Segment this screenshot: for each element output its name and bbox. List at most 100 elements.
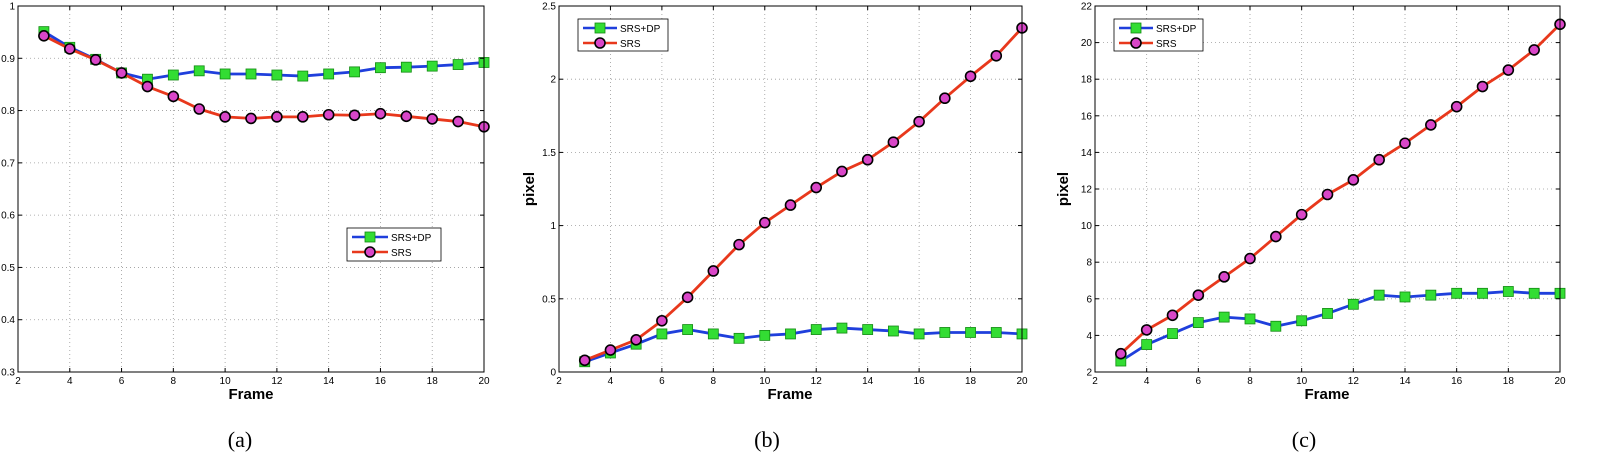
chart-a-legend: SRS+DP SRS	[346, 227, 442, 262]
chart-a-x-axis-title: Frame	[228, 386, 273, 403]
chart-c-y-tick-label: 4	[1086, 331, 1092, 342]
chart-a-y-tick-label: 0.5	[1, 263, 15, 274]
chart-c-x-tick-label: 14	[1399, 376, 1411, 387]
chart-b-x-tick-label: 6	[659, 376, 665, 387]
chart-a-point-srs	[167, 90, 180, 103]
chart-a-y-tick-label: 1	[9, 2, 15, 13]
chart-b-point-srs	[887, 136, 900, 148]
chart-a-series-line-srs-dp	[42, 30, 486, 81]
chart-a-y-tick-label: 0.8	[1, 106, 15, 117]
chart-c-point-srs-dp	[1347, 298, 1359, 310]
chart-c-legend-box	[1113, 18, 1204, 52]
chart-c-point-srs-dp	[1270, 320, 1282, 332]
chart-b-y-axis-title: pixel	[521, 172, 538, 206]
chart-a-point-srs	[219, 111, 231, 123]
chart-c-y-tick-label: 6	[1086, 294, 1092, 305]
chart-a-point-srs	[245, 112, 257, 125]
chart-a-x-tick-label: 14	[323, 376, 335, 387]
chart-b-point-srs	[810, 181, 823, 194]
chart-c-series-line-srs-dp	[1119, 290, 1562, 363]
chart-a-point-srs	[89, 54, 102, 66]
chart-c-point-srs	[1218, 271, 1230, 283]
chart-a-point-srs	[38, 30, 50, 42]
chart-c-y-tick-label: 20	[1081, 38, 1093, 49]
chart-b-point-srs	[681, 291, 694, 304]
chart-b-y-tick-label: 1	[550, 221, 556, 232]
chart-b-legend: SRS+DP SRS	[577, 18, 669, 52]
chart-b-point-srs-dp	[707, 328, 719, 340]
chart-b-point-srs	[836, 165, 848, 178]
chart-a-point-srs-dp	[452, 59, 464, 70]
chart-b-x-tick-label: 16	[914, 376, 926, 387]
chart-b-legend-label-srs-dp: SRS+DP	[620, 24, 661, 35]
chart-b-point-srs	[939, 92, 951, 105]
chart-c-legend-label-srs: SRS	[1156, 39, 1177, 50]
chart-a-y-tick-label: 0.3	[1, 368, 15, 379]
chart-c-point-srs	[1321, 188, 1334, 201]
chart-a-point-srs	[193, 103, 206, 115]
chart-a-y-tick-label: 0.6	[1, 211, 15, 222]
chart-b-point-srs	[990, 49, 1003, 62]
chart-a-point-srs-dp	[323, 68, 335, 80]
chart-c-point-srs-dp	[1244, 313, 1256, 325]
chart-a-point-srs-dp	[400, 61, 412, 73]
chart-a-point-srs	[322, 108, 335, 121]
chart-c-y-tick-label: 12	[1081, 185, 1093, 196]
chart-c-legend-marker-srs	[1130, 37, 1142, 49]
chart-a-x-tick-label: 10	[220, 376, 232, 387]
chart-c-y-tick-label: 10	[1081, 221, 1093, 232]
chart-b-point-srs	[861, 153, 874, 166]
chart-a-x-tick-label: 18	[427, 376, 439, 387]
chart-c-series-line-srs	[1119, 22, 1562, 356]
chart-b-ticks: 2 4 6 8 10 12 14 16 18 20 0 0.5 1 1.5 2 2.5	[542, 2, 1028, 388]
chart-a-point-srs-dp	[167, 69, 179, 81]
chart-a-legend-box	[346, 227, 442, 262]
chart-c-point-srs	[1295, 208, 1308, 221]
chart-b-y-tick-label: 1.5	[542, 148, 556, 159]
chart-b-point-srs-dp	[913, 328, 925, 340]
chart-c-y-tick-label: 16	[1081, 111, 1093, 122]
chart-a-legend-marker-srs-dp	[364, 231, 376, 243]
chart-c-legend-label-srs-dp: SRS+DP	[1156, 24, 1197, 35]
chart-b-point-srs	[630, 333, 642, 346]
chart-b-x-axis-title: Frame	[767, 386, 812, 403]
chart-panel-c: 2 4 6 8 10 12 14 16 18 20 2 4 6 8 10 12 14 16 18 20 22 Frame…	[1055, 2, 1566, 453]
chart-a-point-srs	[374, 107, 387, 120]
chart-a-series	[38, 26, 490, 133]
chart-c-point-srs-dp	[1528, 287, 1540, 299]
chart-b-point-srs	[784, 199, 797, 211]
chart-c-x-tick-label: 4	[1144, 376, 1150, 387]
chart-c-point-srs-dp	[1192, 317, 1204, 328]
chart-b-point-srs	[758, 216, 771, 229]
chart-b-point-srs-dp	[990, 327, 1002, 338]
chart-a-y-tick-label: 0.7	[1, 158, 15, 169]
chart-c-x-tick-label: 10	[1296, 376, 1308, 387]
chart-a-panel-caption: (a)	[228, 427, 252, 452]
chart-c-point-srs-dp	[1322, 308, 1333, 319]
chart-c-series	[1115, 18, 1566, 367]
chart-b-series-line-srs-dp	[583, 326, 1024, 364]
chart-a-legend-marker-srs	[364, 246, 376, 258]
chart-a-point-srs-dp	[349, 66, 360, 78]
chart-b-y-tick-label: 2	[550, 75, 556, 86]
chart-b-point-srs	[964, 70, 977, 83]
chart-a-legend-label-srs: SRS	[391, 248, 412, 259]
chart-b-x-tick-label: 10	[759, 376, 771, 387]
chart-c-point-srs	[1502, 64, 1515, 76]
chart-b-y-tick-label: 2.5	[542, 2, 556, 13]
chart-b-point-srs-dp	[965, 327, 976, 338]
chart-c-point-srs-dp	[1399, 291, 1411, 303]
chart-b-point-srs	[578, 354, 591, 367]
chart-c-point-srs-dp	[1373, 289, 1385, 301]
chart-c-x-tick-label: 12	[1348, 376, 1360, 387]
chart-c-point-srs-dp	[1167, 328, 1178, 339]
chart-c-x-tick-label: 2	[1092, 376, 1098, 387]
chart-panel-b: 2 4 6 8 10 12 14 16 18 20 0 0.5 1 1.5 2 2.5 Frame pixel…	[521, 2, 1028, 453]
chart-c-y-axis-title: pixel	[1055, 172, 1072, 206]
chart-a-x-tick-label: 4	[67, 376, 73, 387]
chart-c-x-axis-title: Frame	[1304, 386, 1349, 403]
chart-b-point-srs	[656, 314, 668, 327]
chart-a-y-tick-label: 0.9	[1, 54, 15, 65]
chart-b-y-tick-label: 0.5	[542, 294, 556, 305]
